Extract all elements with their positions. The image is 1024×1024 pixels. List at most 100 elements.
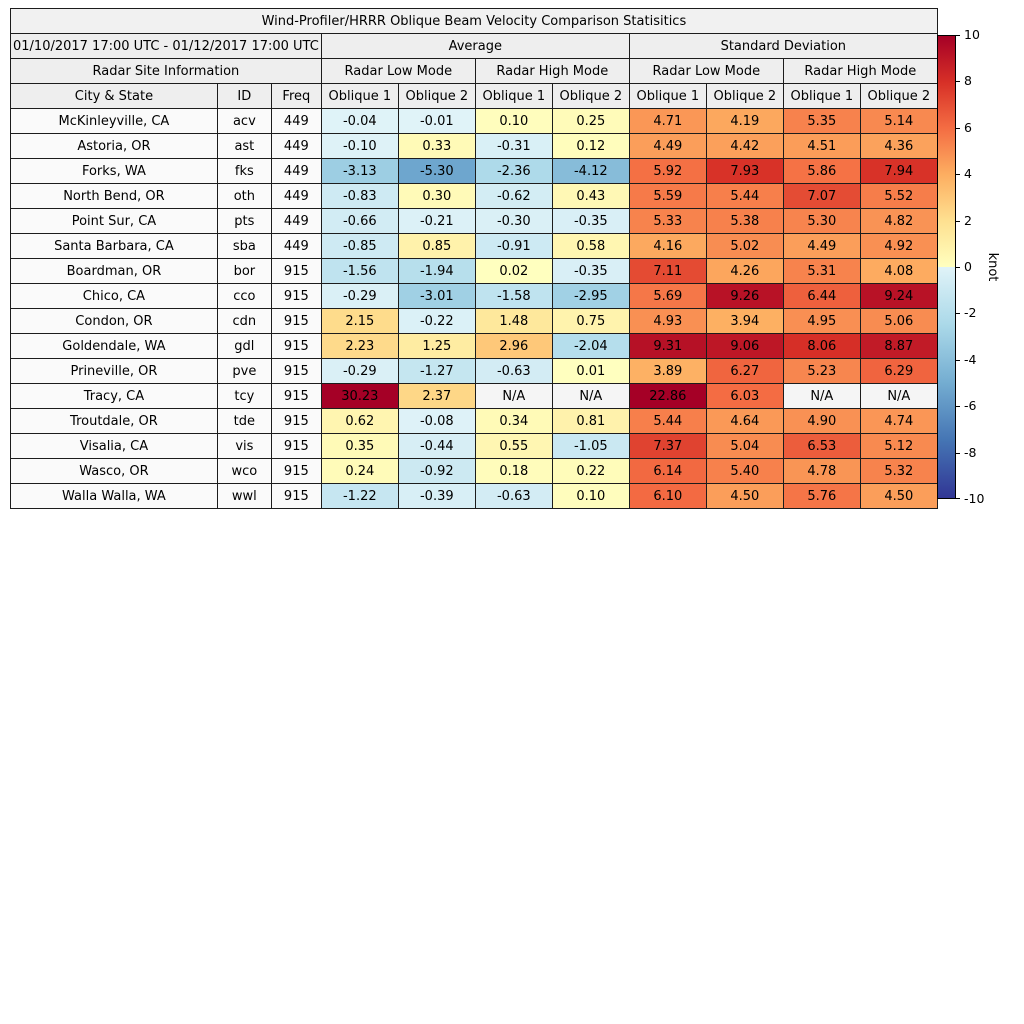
value-cell: 5.32 bbox=[859, 458, 938, 484]
colorbar-tick-label: 10 bbox=[964, 26, 980, 42]
colorbar-tick-mark bbox=[956, 174, 960, 176]
value-cell: -0.29 bbox=[320, 283, 399, 309]
colorbar-tick-label: 8 bbox=[964, 73, 972, 89]
colorbar-gradient bbox=[937, 35, 956, 499]
group-label-standard-deviation: Standard Deviation bbox=[628, 33, 938, 59]
value-cell: 5.86 bbox=[782, 158, 861, 184]
value-cell: 5.35 bbox=[782, 108, 861, 134]
value-cell: 4.95 bbox=[782, 308, 861, 334]
colorbar-tick-label: 2 bbox=[964, 212, 972, 228]
table-row: Tracy, CA tcy 915 30.23 2.37 N/A N/A 22.86 6.03 N… bbox=[10, 383, 938, 409]
value-cell: 4.64 bbox=[705, 408, 784, 434]
site-id-cell: vis bbox=[216, 433, 272, 459]
value-cell: -1.27 bbox=[397, 358, 476, 384]
city-cell: Goldendale, WA bbox=[10, 333, 218, 359]
value-cell: 5.38 bbox=[705, 208, 784, 234]
city-cell: Prineville, OR bbox=[10, 358, 218, 384]
site-info-label: Radar Site Information bbox=[10, 58, 322, 84]
freq-cell: 449 bbox=[270, 108, 322, 134]
freq-cell: 449 bbox=[270, 133, 322, 159]
value-cell: 0.75 bbox=[551, 308, 630, 334]
table-row: Wasco, OR wco 915 0.24 -0.92 0.18 0.22 6.14 5.40… bbox=[10, 458, 938, 484]
value-cell: 0.01 bbox=[551, 358, 630, 384]
value-cell: 5.40 bbox=[705, 458, 784, 484]
value-cell: -0.62 bbox=[474, 183, 553, 209]
table-row: North Bend, OR oth 449 -0.83 0.30 -0.62 0.43 5.… bbox=[10, 183, 938, 209]
value-cell: 5.12 bbox=[859, 433, 938, 459]
column-header-8: Oblique 2 bbox=[705, 83, 784, 109]
table-row: Boardman, OR bor 915 -1.56 -1.94 0.02 -0.35 7.1… bbox=[10, 258, 938, 284]
value-cell: 2.23 bbox=[320, 333, 399, 359]
value-cell: 4.51 bbox=[782, 133, 861, 159]
column-header-6: Oblique 2 bbox=[551, 83, 630, 109]
site-id-cell: wwl bbox=[216, 483, 272, 509]
value-cell: 2.96 bbox=[474, 333, 553, 359]
freq-cell: 915 bbox=[270, 333, 322, 359]
value-cell: 4.26 bbox=[705, 258, 784, 284]
city-cell: Troutdale, OR bbox=[10, 408, 218, 434]
value-cell: 0.85 bbox=[397, 233, 476, 259]
value-cell: -2.04 bbox=[551, 333, 630, 359]
value-cell: 4.19 bbox=[705, 108, 784, 134]
value-cell: -1.05 bbox=[551, 433, 630, 459]
colorbar-tick-label: 0 bbox=[964, 258, 972, 274]
value-cell: -0.01 bbox=[397, 108, 476, 134]
value-cell: 5.30 bbox=[782, 208, 861, 234]
value-cell: -3.01 bbox=[397, 283, 476, 309]
value-cell: 5.59 bbox=[628, 183, 707, 209]
site-id-cell: pve bbox=[216, 358, 272, 384]
site-id-cell: pts bbox=[216, 208, 272, 234]
city-cell: North Bend, OR bbox=[10, 183, 218, 209]
value-cell: -1.22 bbox=[320, 483, 399, 509]
value-cell: -0.91 bbox=[474, 233, 553, 259]
value-cell: 0.22 bbox=[551, 458, 630, 484]
city-cell: Walla Walla, WA bbox=[10, 483, 218, 509]
value-cell: 0.34 bbox=[474, 408, 553, 434]
value-cell: 5.31 bbox=[782, 258, 861, 284]
value-cell: 0.33 bbox=[397, 133, 476, 159]
value-cell: N/A bbox=[782, 383, 861, 409]
site-id-cell: tcy bbox=[216, 383, 272, 409]
value-cell: -0.63 bbox=[474, 483, 553, 509]
group-header-row: 01/10/2017 17:00 UTC - 01/12/2017 17:00 … bbox=[10, 33, 938, 59]
value-cell: 6.44 bbox=[782, 283, 861, 309]
value-cell: 22.86 bbox=[628, 383, 707, 409]
value-cell: -4.12 bbox=[551, 158, 630, 184]
site-id-cell: tde bbox=[216, 408, 272, 434]
value-cell: 5.33 bbox=[628, 208, 707, 234]
freq-cell: 915 bbox=[270, 258, 322, 284]
freq-cell: 449 bbox=[270, 183, 322, 209]
value-cell: -0.92 bbox=[397, 458, 476, 484]
value-cell: 5.23 bbox=[782, 358, 861, 384]
value-cell: 6.10 bbox=[628, 483, 707, 509]
value-cell: 4.71 bbox=[628, 108, 707, 134]
value-cell: 30.23 bbox=[320, 383, 399, 409]
table-row: McKinleyville, CA acv 449 -0.04 -0.01 0.10 0.2… bbox=[10, 108, 938, 134]
table-header: Wind-Profiler/HRRR Oblique Beam Velocity… bbox=[10, 8, 938, 109]
column-header-row: City & State ID Freq Oblique 1 Oblique 2 Obli… bbox=[10, 83, 938, 109]
period-label: 01/10/2017 17:00 UTC - 01/12/2017 17:00 … bbox=[10, 33, 322, 59]
freq-cell: 915 bbox=[270, 383, 322, 409]
value-cell: 6.27 bbox=[705, 358, 784, 384]
mode-header-row: Radar Site Information Radar Low Mode Ra… bbox=[10, 58, 938, 84]
value-cell: -0.66 bbox=[320, 208, 399, 234]
value-cell: -0.83 bbox=[320, 183, 399, 209]
value-cell: 0.35 bbox=[320, 433, 399, 459]
city-cell: Santa Barbara, CA bbox=[10, 233, 218, 259]
freq-cell: 449 bbox=[270, 158, 322, 184]
site-id-cell: bor bbox=[216, 258, 272, 284]
value-cell: 0.25 bbox=[551, 108, 630, 134]
value-cell: -0.85 bbox=[320, 233, 399, 259]
value-cell: -0.30 bbox=[474, 208, 553, 234]
city-cell: Wasco, OR bbox=[10, 458, 218, 484]
value-cell: -2.36 bbox=[474, 158, 553, 184]
column-header-4: Oblique 2 bbox=[397, 83, 476, 109]
value-cell: 4.42 bbox=[705, 133, 784, 159]
colorbar-tick-mark bbox=[956, 406, 960, 408]
mode-label-std-high: Radar High Mode bbox=[782, 58, 938, 84]
value-cell: 7.07 bbox=[782, 183, 861, 209]
city-cell: Forks, WA bbox=[10, 158, 218, 184]
value-cell: 3.89 bbox=[628, 358, 707, 384]
value-cell: -0.35 bbox=[551, 258, 630, 284]
